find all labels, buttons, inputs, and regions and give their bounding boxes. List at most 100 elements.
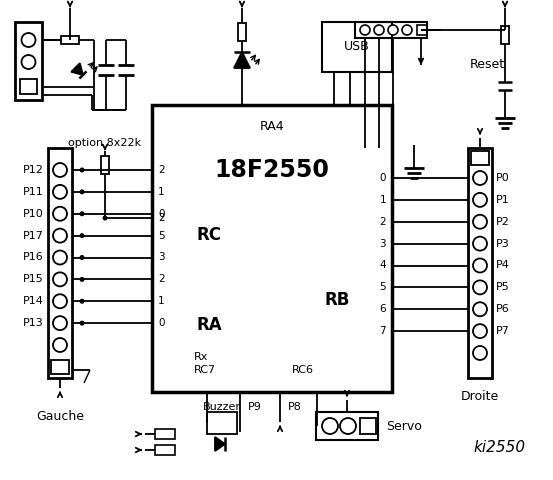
Text: P6: P6: [496, 304, 510, 314]
Text: P5: P5: [496, 282, 510, 292]
Text: 18F2550: 18F2550: [215, 158, 330, 182]
Bar: [15, 22, 42, 100]
Text: 1: 1: [158, 296, 165, 306]
Text: 6: 6: [379, 304, 386, 314]
Circle shape: [53, 338, 67, 352]
Text: RC6: RC6: [292, 365, 314, 375]
Text: P8: P8: [288, 402, 302, 412]
Text: 2: 2: [158, 275, 165, 284]
Text: Droite: Droite: [461, 389, 499, 403]
Text: RC7: RC7: [194, 365, 216, 375]
Text: P0: P0: [496, 173, 510, 183]
Circle shape: [53, 163, 67, 177]
Circle shape: [473, 171, 487, 185]
Text: P10: P10: [23, 209, 44, 219]
Bar: [207, 412, 237, 434]
Text: 2: 2: [379, 217, 386, 227]
Text: P15: P15: [23, 275, 44, 284]
Text: RC: RC: [197, 226, 222, 244]
Text: Reset: Reset: [469, 59, 504, 72]
Bar: [155, 445, 175, 455]
Bar: [238, 23, 246, 41]
Circle shape: [473, 324, 487, 338]
Circle shape: [53, 316, 67, 330]
Circle shape: [340, 418, 356, 434]
Polygon shape: [71, 63, 83, 75]
Text: P9: P9: [248, 402, 262, 412]
Text: P4: P4: [496, 261, 510, 271]
Circle shape: [80, 299, 85, 304]
Bar: [101, 156, 109, 174]
Text: 2: 2: [158, 165, 165, 175]
Circle shape: [80, 277, 85, 282]
Bar: [322, 22, 392, 72]
Bar: [20, 79, 37, 94]
Text: P7: P7: [496, 326, 510, 336]
Text: 3: 3: [379, 239, 386, 249]
Text: Servo: Servo: [386, 420, 422, 432]
Bar: [152, 105, 392, 392]
Circle shape: [473, 237, 487, 251]
Text: P1: P1: [496, 195, 510, 205]
Text: USB: USB: [344, 40, 370, 53]
Circle shape: [473, 193, 487, 207]
Text: 1: 1: [158, 187, 165, 197]
Text: P3: P3: [496, 239, 510, 249]
Bar: [155, 429, 175, 439]
Text: option 8x22k: option 8x22k: [69, 138, 142, 148]
Text: 1: 1: [379, 195, 386, 205]
Text: ki2550: ki2550: [474, 440, 526, 455]
Circle shape: [388, 25, 398, 35]
Circle shape: [473, 280, 487, 294]
Bar: [468, 148, 492, 378]
Text: P12: P12: [23, 165, 44, 175]
Circle shape: [53, 251, 67, 264]
Text: P11: P11: [23, 187, 44, 197]
Circle shape: [374, 25, 384, 35]
Circle shape: [80, 233, 85, 238]
Text: 0: 0: [379, 173, 386, 183]
Circle shape: [53, 228, 67, 242]
Text: RA4: RA4: [260, 120, 284, 133]
Circle shape: [80, 190, 85, 194]
Text: 3: 3: [158, 252, 165, 263]
Text: RB: RB: [325, 291, 350, 309]
Text: Gauche: Gauche: [36, 409, 84, 422]
Text: P14: P14: [23, 296, 44, 306]
Text: P17: P17: [23, 230, 44, 240]
Circle shape: [473, 302, 487, 316]
Text: RA: RA: [197, 316, 223, 334]
Circle shape: [402, 25, 412, 35]
Circle shape: [473, 215, 487, 229]
Bar: [61, 36, 79, 44]
Circle shape: [53, 185, 67, 199]
Text: 2: 2: [158, 213, 165, 223]
Bar: [417, 25, 427, 35]
Circle shape: [80, 168, 85, 172]
Circle shape: [80, 255, 85, 260]
Text: Buzzer: Buzzer: [203, 402, 241, 412]
Circle shape: [80, 321, 85, 325]
Polygon shape: [234, 52, 250, 68]
Polygon shape: [215, 437, 225, 451]
Text: P16: P16: [23, 252, 44, 263]
Circle shape: [473, 259, 487, 273]
Text: Rx: Rx: [194, 352, 208, 362]
Text: 5: 5: [158, 230, 165, 240]
Text: P2: P2: [496, 217, 510, 227]
Text: 5: 5: [379, 282, 386, 292]
Circle shape: [22, 55, 35, 69]
Circle shape: [53, 207, 67, 221]
Text: 7: 7: [379, 326, 386, 336]
Circle shape: [360, 25, 370, 35]
Bar: [471, 151, 489, 165]
Text: 4: 4: [379, 261, 386, 271]
Bar: [51, 360, 69, 374]
Bar: [355, 22, 427, 38]
Bar: [501, 26, 509, 44]
Circle shape: [102, 216, 107, 220]
Circle shape: [22, 33, 35, 47]
Bar: [316, 412, 378, 440]
Circle shape: [53, 294, 67, 308]
Text: 0: 0: [158, 209, 164, 219]
